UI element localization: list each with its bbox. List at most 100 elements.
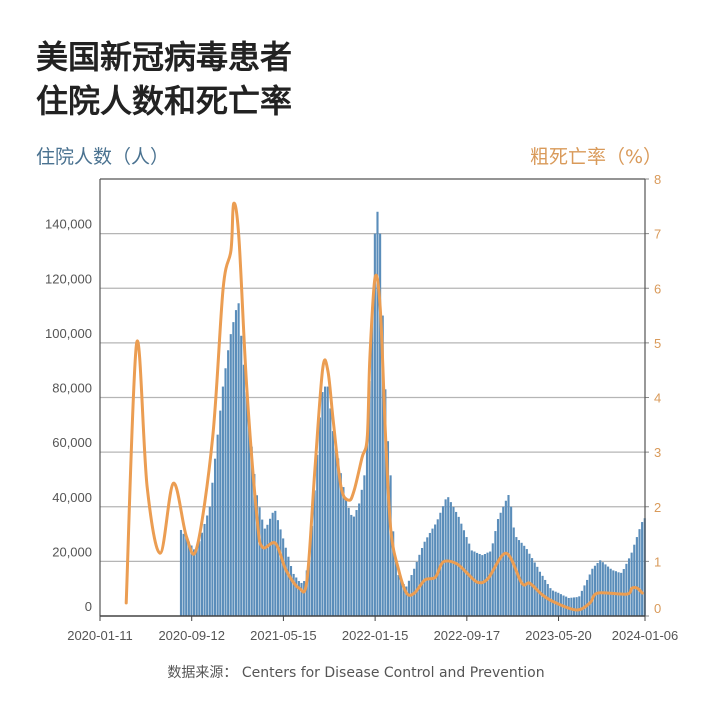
hospitalization-bar <box>499 512 502 616</box>
hospitalization-bar <box>344 497 348 616</box>
hospitalization-bar <box>392 531 395 616</box>
hospitalization-bar <box>528 553 531 616</box>
hospitalization-bar <box>397 575 400 616</box>
hospitalization-bar <box>334 443 337 616</box>
hospitalization-bar <box>242 364 245 616</box>
hospitalization-bar <box>371 307 374 616</box>
hospitalization-bar <box>224 368 227 616</box>
y-right-tick-label: 2 <box>654 500 661 515</box>
hospitalization-bar <box>489 551 492 616</box>
hospitalization-bar <box>523 545 526 616</box>
hospitalization-bar <box>232 322 235 616</box>
hospitalization-bar <box>460 523 463 616</box>
hospitalization-bar <box>476 552 479 616</box>
hospitalization-bar <box>318 417 321 616</box>
hospitalization-bar <box>219 410 222 616</box>
hospitalization-bar <box>520 542 523 616</box>
hospitalization-bar <box>342 487 345 616</box>
tick-labels: 0 20,000 40,000 60,000 80,000 100,000 120,000 1… <box>45 172 678 643</box>
hospitalization-bar <box>253 473 256 616</box>
hospitalization-bar <box>216 434 219 616</box>
hospitalization-bar <box>599 560 602 616</box>
hospitalization-bar <box>339 473 342 616</box>
hospitalization-bar <box>376 211 379 616</box>
y-right-tick-label: 6 <box>654 281 661 296</box>
hospitalization-bar <box>227 350 230 616</box>
hospitalization-bar <box>630 552 633 616</box>
hospitalization-bar <box>473 551 476 616</box>
hospitalization-bar <box>607 566 610 616</box>
hospitalization-bar <box>627 558 631 616</box>
hospitalization-bar <box>593 565 597 616</box>
bars <box>179 211 646 617</box>
hospitalization-bar <box>444 499 447 616</box>
hospitalization-bar <box>386 441 390 616</box>
source-note: 数据来源： Centers for Disease Control and Pr… <box>167 665 545 681</box>
hospitalization-bar <box>200 532 203 616</box>
y-right-tick-label: 7 <box>654 227 661 242</box>
hospitalization-bar <box>641 522 644 616</box>
hospitalization-bar <box>504 500 507 616</box>
hospitalization-bar <box>282 538 285 616</box>
x-tick-label: 2024-01-06 <box>612 628 679 643</box>
y-left-tick-label: 20,000 <box>52 544 92 559</box>
hospitalization-bar <box>494 531 497 616</box>
hospitalization-bar <box>570 597 573 616</box>
y-left-tick-label: 60,000 <box>52 435 92 450</box>
hospitalization-bar <box>261 519 264 616</box>
right-axis-title: 粗死亡率（%） <box>529 146 662 168</box>
hospitalization-bar <box>483 554 486 616</box>
left-axis-title: 住院人数（人） <box>36 146 170 168</box>
y-left-tick-label: 80,000 <box>52 381 92 396</box>
hospitalization-bar <box>515 537 518 616</box>
hospitalization-bar <box>379 233 382 617</box>
hospitalization-bar <box>245 392 248 616</box>
hospitalization-bar <box>405 586 408 616</box>
hospitalization-bar <box>496 519 500 616</box>
hospitalization-bar <box>284 547 287 616</box>
x-tick-label: 2020-09-12 <box>158 628 225 643</box>
hospitalization-bar <box>240 335 243 616</box>
hospitalization-bar <box>481 555 484 616</box>
y-left-tick-label: 140,000 <box>45 217 92 232</box>
hospitalization-bar <box>633 544 636 616</box>
y-left-tick-label: 0 <box>85 599 92 614</box>
hospitalization-bar <box>436 519 439 616</box>
hospitalization-bar <box>394 558 397 616</box>
hospitalization-bar <box>258 507 261 616</box>
hospitalization-bar <box>185 537 188 616</box>
hospitalization-bar <box>596 563 599 616</box>
hospitalization-bar <box>279 529 282 616</box>
hospitalization-bar <box>193 549 196 616</box>
hospitalization-bar <box>358 503 361 616</box>
hospitalization-bar <box>292 573 295 616</box>
hospitalization-bar <box>381 315 384 616</box>
hospitalization-bar <box>324 386 327 616</box>
hospitalization-bar <box>373 233 376 617</box>
hospitalization-bar <box>635 537 638 616</box>
hospitalization-bar <box>329 408 332 616</box>
hospitalization-bar <box>434 524 437 616</box>
hospitalization-bar <box>198 541 201 616</box>
y-left-tick-label: 100,000 <box>45 326 92 341</box>
hospitalization-bar <box>449 502 452 616</box>
hospitalization-bar <box>384 389 387 616</box>
hospitalization-bar <box>300 582 303 616</box>
hospitalization-bar <box>182 533 185 616</box>
x-tick-label: 2020-01-11 <box>67 628 133 643</box>
hospitalization-bar <box>276 520 279 616</box>
x-tick-label: 2022-01-15 <box>342 628 409 643</box>
hospitalization-bar <box>625 563 628 616</box>
y-right-tick-label: 3 <box>654 445 661 460</box>
hospitalization-bar <box>486 552 489 616</box>
hospitalization-bar <box>575 597 578 616</box>
hospitalization-bar <box>337 458 340 616</box>
hospitalization-bar <box>549 588 552 616</box>
hospitalization-bar <box>274 510 277 616</box>
hospitalization-bar <box>622 569 625 616</box>
hospitalization-bar <box>491 543 494 616</box>
hospitalization-bar <box>468 543 471 616</box>
hospitalization-bar <box>206 515 209 616</box>
hospitalization-bar <box>269 518 272 616</box>
